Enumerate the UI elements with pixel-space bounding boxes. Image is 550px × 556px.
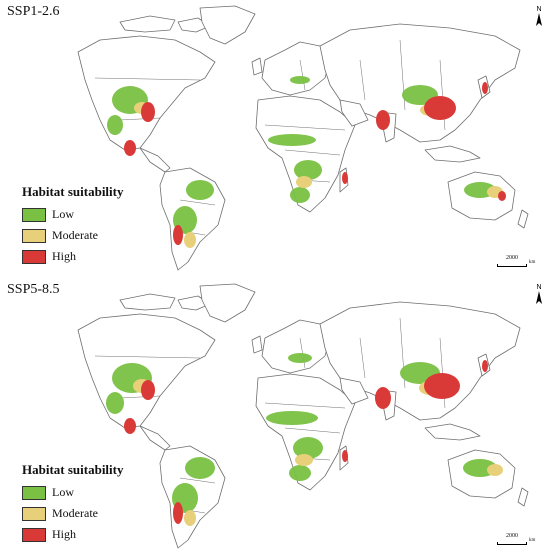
suitability-low [106, 353, 497, 513]
north-arrow-icon: N [536, 284, 542, 304]
world-map [77, 5, 529, 271]
scale-unit: km [529, 260, 536, 265]
legend-swatch-low [22, 485, 46, 500]
scale-value: 2000 [506, 533, 518, 539]
legend-label: Moderate [52, 228, 98, 242]
suitability-high [124, 82, 506, 245]
north-arrow-icon: N [536, 6, 542, 26]
scale-bar: 2000 km [497, 255, 541, 267]
suitability-high [124, 360, 488, 524]
legend-item-low: Low [22, 204, 124, 225]
legend-label: Moderate [52, 506, 98, 520]
svg-text:N: N [536, 6, 541, 13]
legend-label: High [52, 527, 76, 541]
scale-bar: 2000 km [497, 533, 541, 545]
map-panel-ssp1: SSP1-2.6 N Habitat suitability Low Moder… [7, 4, 542, 271]
legend-item-low: Low [22, 482, 124, 503]
map-panel-ssp5: SSP5-8.5 N Habitat suitability Low Moder… [0, 278, 550, 556]
legend-swatch-high [22, 249, 46, 264]
legend: Habitat suitability Low Moderate High [22, 462, 124, 545]
legend-swatch-high [22, 527, 46, 542]
legend-label: Low [52, 207, 74, 221]
legend-swatch-low [22, 207, 46, 222]
legend-label: High [52, 249, 76, 263]
legend-title: Habitat suitability [22, 184, 124, 199]
scale-unit: km [529, 538, 536, 543]
suitability-low [107, 76, 496, 234]
legend-item-moderate: Moderate [22, 503, 124, 524]
legend-item-high: High [22, 246, 124, 267]
legend-item-moderate: Moderate [22, 225, 124, 246]
legend-swatch-moderate [22, 506, 46, 521]
scale-line [497, 542, 527, 545]
world-map [77, 283, 529, 549]
legend: Habitat suitability Low Moderate High [22, 184, 124, 267]
scale-value: 2000 [506, 255, 518, 261]
legend-item-high: High [22, 524, 124, 545]
scenario-label: SSP5-8.5 [7, 282, 60, 297]
legend-swatch-moderate [22, 228, 46, 243]
legend-title: Habitat suitability [22, 462, 124, 477]
svg-text:N: N [536, 284, 541, 291]
scale-line [497, 264, 527, 267]
legend-label: Low [52, 485, 74, 499]
scenario-label: SSP1-2.6 [7, 4, 60, 19]
